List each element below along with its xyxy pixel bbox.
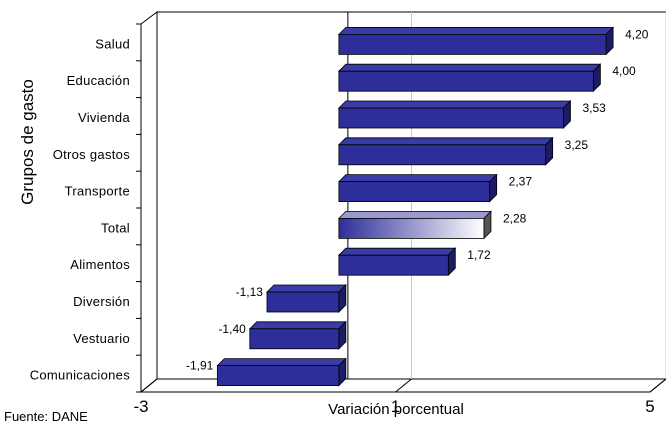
bar-comunicaciones	[216, 357, 347, 387]
bar-front-face	[266, 291, 340, 313]
value-label: -1,40	[218, 322, 246, 336]
bar-transporte	[337, 173, 498, 203]
x-tick-label: 1	[391, 397, 400, 416]
bar-front-face	[338, 70, 594, 92]
bar-front-face	[338, 254, 449, 276]
bar-top-face	[266, 284, 347, 293]
bar-top-face	[337, 210, 492, 219]
value-label: 3,53	[582, 101, 606, 115]
bar-front-face	[338, 107, 564, 129]
value-label: 2,28	[503, 211, 527, 225]
category-label: Salud	[95, 36, 130, 51]
bar-top-face	[337, 26, 615, 35]
value-labels: 4,20 4,00 3,53 3,25 2,37 2,28 1,72 -1,13 -1,40 -1…	[186, 27, 649, 372]
value-label: 2,37	[509, 175, 533, 189]
value-label: 1,72	[467, 248, 491, 262]
y-axis-title: Grupos de gasto	[18, 79, 37, 205]
bar-salud	[337, 26, 615, 56]
bar-top-face	[216, 358, 347, 367]
bar-front-face	[249, 328, 340, 350]
category-label: Educación	[67, 73, 130, 88]
floor-tick-line	[140, 378, 158, 393]
value-label: 3,25	[565, 138, 589, 152]
value-label: -1,91	[186, 359, 214, 373]
bar-vestuario	[248, 320, 347, 350]
bar-front-face	[338, 181, 491, 203]
value-label: -1,13	[236, 285, 264, 299]
floor-tick-line	[395, 378, 412, 393]
bar-top-face	[337, 100, 572, 109]
bar-top-face	[337, 63, 602, 72]
bar-diversion	[266, 284, 347, 313]
x-tick-label: -3	[133, 397, 148, 416]
bar-front-face	[338, 217, 485, 239]
category-label: Diversión	[73, 294, 130, 309]
category-label: Comunicaciones	[30, 368, 131, 383]
x-tick-label: 5	[645, 397, 654, 416]
bar-alimentos	[337, 247, 457, 277]
bar-educacion	[337, 63, 602, 93]
value-label: 4,20	[625, 27, 649, 41]
floor-tick-line	[649, 378, 666, 393]
bar-otros-gastos	[337, 136, 554, 166]
category-label: Vivienda	[78, 110, 131, 125]
bar-front-face	[338, 34, 607, 55]
x-axis-title: Variación porcentual	[328, 401, 464, 418]
value-label: 4,00	[612, 64, 636, 78]
category-ticks	[136, 23, 141, 393]
source-note: Fuente: DANE	[4, 409, 88, 424]
category-label: Vestuario	[73, 331, 130, 346]
category-label: Alimentos	[70, 257, 130, 272]
x-tick-labels: -3 1 5	[133, 397, 654, 416]
bar-front-face	[216, 365, 340, 387]
bar-top-face	[337, 137, 554, 146]
category-label: Otros gastos	[53, 147, 130, 162]
bars	[216, 26, 615, 387]
bar-total	[337, 210, 492, 240]
bar-top-face	[337, 174, 498, 183]
bar-top-face	[248, 321, 347, 330]
bar-vivienda	[337, 100, 572, 129]
category-labels: Salud Educación Vivienda Otros gastos Transp…	[30, 36, 131, 383]
plot-left-wall	[140, 11, 158, 394]
bar-top-face	[337, 247, 457, 256]
category-label: Total	[101, 220, 130, 235]
category-label: Transporte	[65, 184, 130, 199]
bar-front-face	[338, 144, 547, 166]
